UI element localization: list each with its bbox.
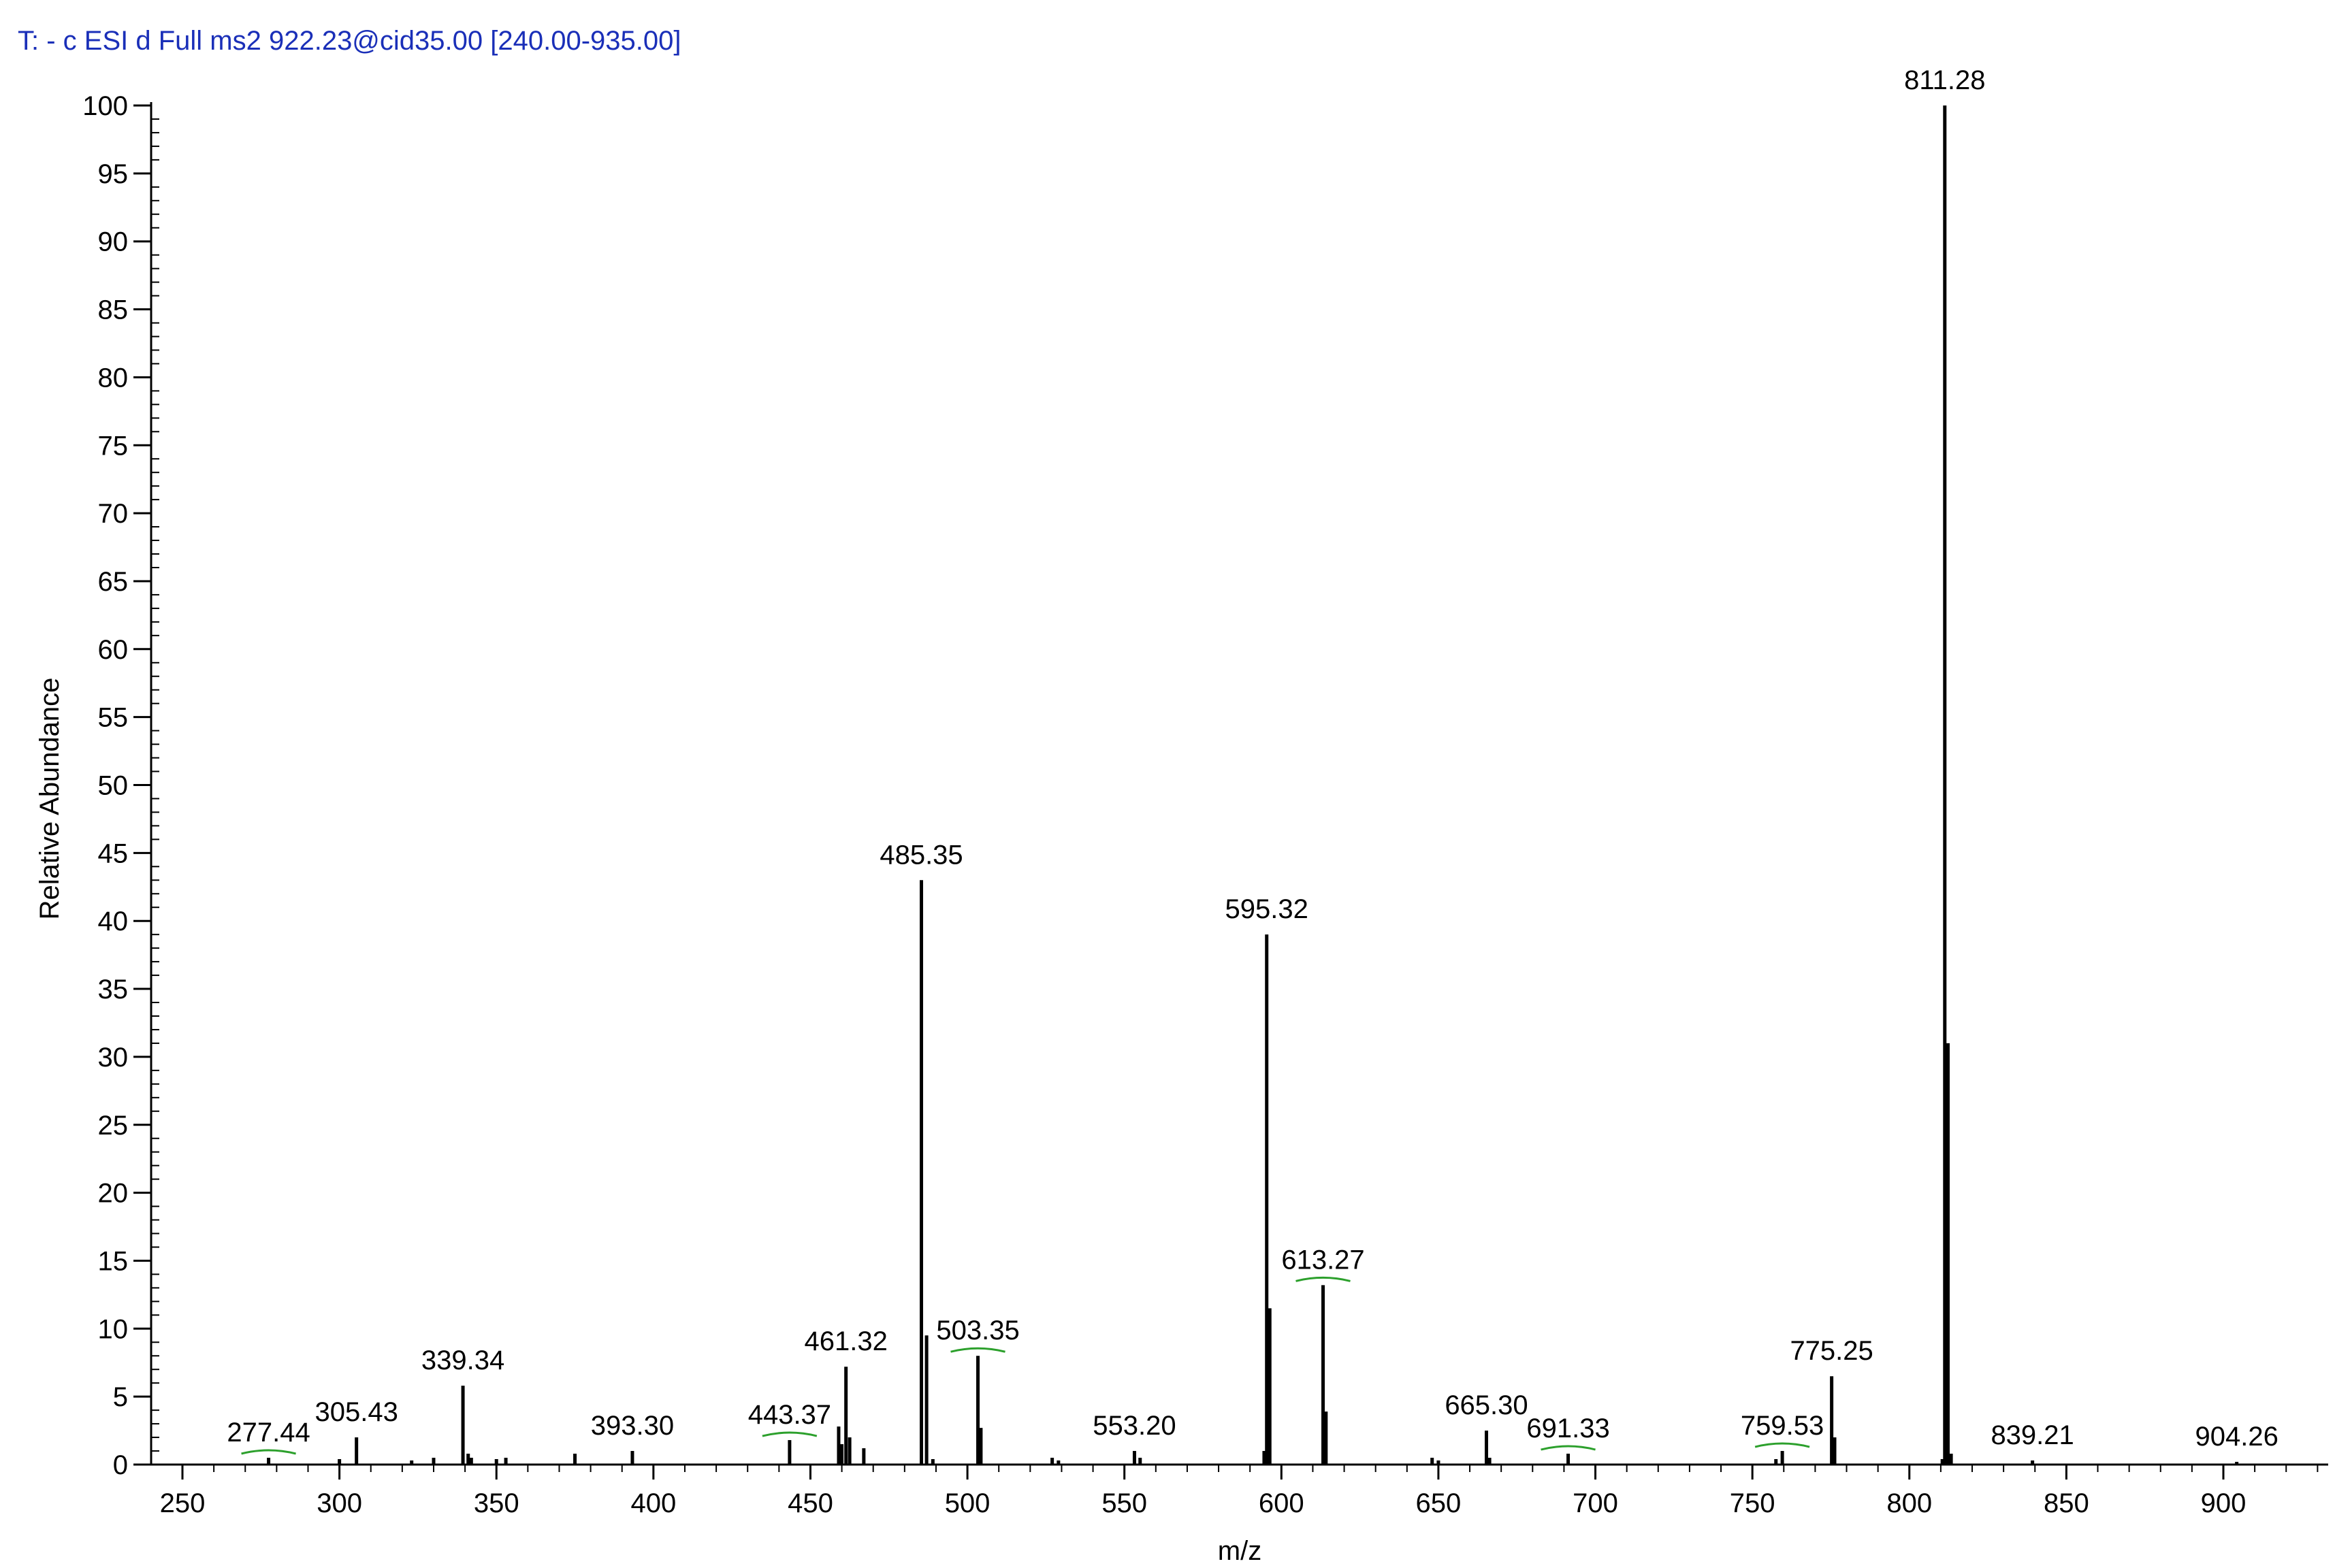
peak-label: 691.33 — [1526, 1414, 1609, 1443]
label-marker — [762, 1431, 818, 1437]
peak-label: 277.44 — [227, 1418, 310, 1448]
y-tick-label: 90 — [98, 227, 129, 257]
peak-label: 305.43 — [315, 1397, 398, 1427]
y-tick-label: 65 — [98, 567, 129, 597]
peak-label: 759.53 — [1741, 1411, 1824, 1441]
y-tick-label: 70 — [98, 499, 129, 529]
peak-label: 339.34 — [421, 1345, 504, 1375]
y-tick-label: 40 — [98, 906, 129, 936]
x-tick-label: 750 — [1730, 1488, 1775, 1518]
x-axis-title: m/z — [1218, 1536, 1261, 1566]
label-marker — [950, 1347, 1005, 1353]
axes: 0 5 10 15 20 25 30 35 40 45 50 55 60 65 70 75 80 85 90 95 10… — [82, 91, 2328, 1518]
label-markers-layer — [241, 1276, 1810, 1455]
y-tick-label: 85 — [98, 295, 129, 325]
peak-label: 595.32 — [1225, 894, 1308, 924]
y-tick-label: 95 — [98, 159, 129, 189]
x-tick-label: 450 — [788, 1488, 833, 1518]
x-tick-label: 650 — [1416, 1488, 1462, 1518]
peaks-layer — [267, 105, 2239, 1465]
x-tick-label: 400 — [630, 1488, 676, 1518]
x-tick-label: 350 — [474, 1488, 519, 1518]
y-axis-title: Relative Abundance — [35, 678, 65, 920]
y-tick-label: 5 — [113, 1382, 128, 1412]
x-tick-label: 600 — [1259, 1488, 1304, 1518]
peak-label: 775.25 — [1790, 1336, 1873, 1366]
peak-label: 811.28 — [1904, 65, 1985, 95]
y-tick-label: 15 — [98, 1246, 129, 1276]
peak-label: 503.35 — [936, 1316, 1019, 1345]
peak-label: 904.26 — [2195, 1422, 2278, 1452]
y-tick-label: 80 — [98, 363, 129, 393]
y-tick-label: 10 — [98, 1314, 129, 1344]
scan-title: T: - c ESI d Full ms2 922.23@cid35.00 [2… — [18, 26, 681, 56]
peak-label: 393.30 — [591, 1411, 674, 1441]
x-tick-label: 850 — [2044, 1488, 2089, 1518]
x-tick-label: 800 — [1886, 1488, 1932, 1518]
y-tick-label: 20 — [98, 1179, 129, 1209]
peak-label: 443.37 — [748, 1400, 831, 1430]
label-marker — [1754, 1442, 1810, 1448]
x-tick-label: 500 — [945, 1488, 991, 1518]
label-marker — [241, 1449, 296, 1455]
peak-label: 485.35 — [880, 840, 963, 870]
peak-label: 461.32 — [805, 1326, 888, 1356]
y-tick-label: 35 — [98, 975, 129, 1004]
y-tick-label: 100 — [82, 91, 128, 121]
x-tick-label: 300 — [317, 1488, 362, 1518]
y-tick-label: 25 — [98, 1111, 129, 1141]
y-tick-label: 60 — [98, 635, 129, 665]
label-marker — [1295, 1276, 1351, 1282]
y-tick-label: 0 — [113, 1450, 128, 1480]
y-tick-label: 55 — [98, 703, 129, 733]
y-tick-label: 75 — [98, 431, 129, 461]
y-tick-label: 50 — [98, 771, 129, 801]
y-tick-label: 45 — [98, 838, 129, 868]
peak-label: 665.30 — [1445, 1390, 1528, 1420]
y-tick-label: 30 — [98, 1043, 129, 1073]
x-tick-label: 550 — [1101, 1488, 1147, 1518]
label-marker — [1541, 1445, 1596, 1451]
x-tick-label: 250 — [160, 1488, 206, 1518]
x-tick-label: 700 — [1573, 1488, 1618, 1518]
x-tick-label: 900 — [2201, 1488, 2247, 1518]
peak-label: 613.27 — [1281, 1245, 1364, 1275]
peak-label: 839.21 — [1991, 1420, 2074, 1450]
peak-label: 553.20 — [1093, 1411, 1176, 1441]
